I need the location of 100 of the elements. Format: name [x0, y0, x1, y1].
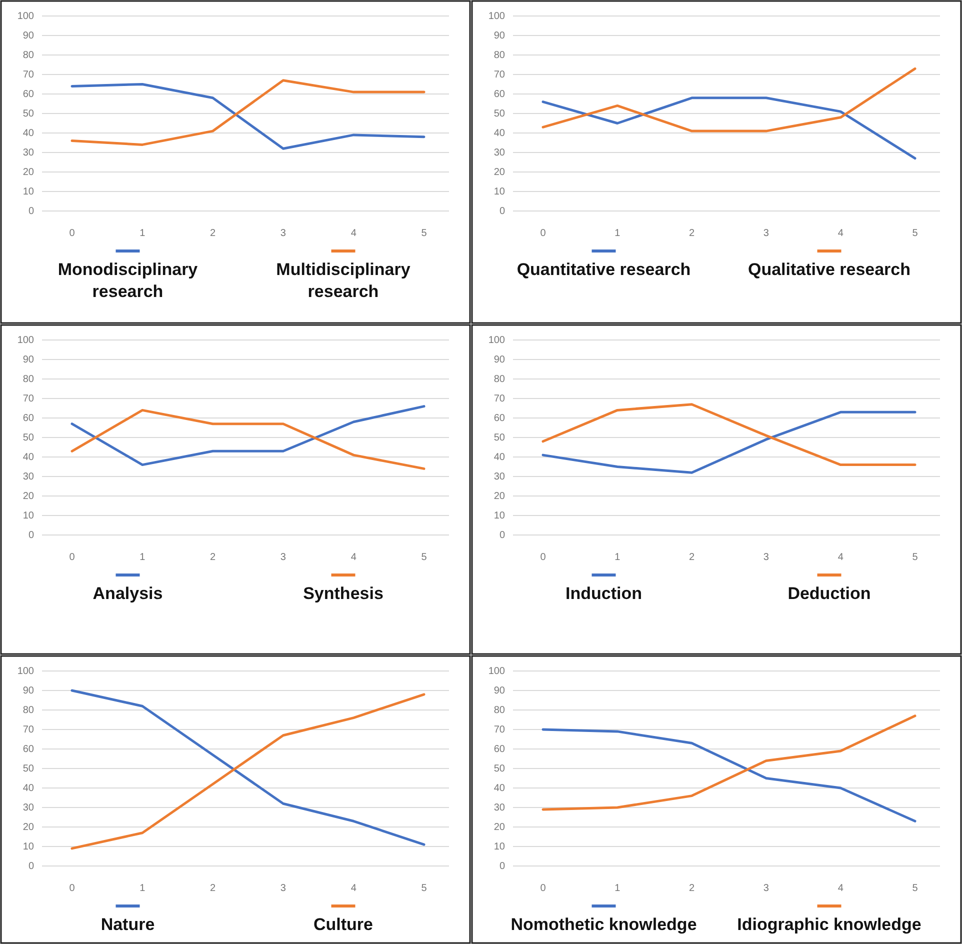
y-tick-label: 80 [22, 374, 34, 386]
x-tick-label: 3 [280, 228, 286, 240]
x-tick-label: 0 [540, 552, 546, 564]
y-tick-label: 90 [494, 30, 506, 42]
x-tick-label: 5 [421, 552, 428, 564]
x-tick-label: 2 [210, 228, 216, 240]
x-tick-label: 0 [69, 883, 76, 894]
y-tick-label: 80 [494, 374, 506, 386]
line-series [542, 67, 916, 132]
y-tick-label: 100 [488, 11, 506, 22]
y-tick-label: 0 [28, 530, 34, 542]
x-tick-label: 5 [912, 883, 918, 894]
y-tick-label: 40 [494, 452, 506, 464]
y-tick-label: 50 [22, 432, 34, 444]
y-tick-label: 10 [494, 510, 506, 522]
x-tick-label: 4 [350, 883, 357, 894]
x-tick-label: 2 [210, 883, 216, 894]
y-tick-label: 30 [494, 472, 506, 483]
y-tick-label: 50 [22, 108, 34, 120]
y-tick-label: 20 [22, 822, 34, 834]
x-tick-label: 0 [69, 552, 76, 564]
y-tick-label: 50 [494, 432, 506, 444]
y-tick-label: 10 [22, 186, 34, 198]
y-tick-label: 90 [22, 30, 34, 42]
x-tick-label: 5 [421, 883, 428, 894]
x-tick-label: 0 [540, 883, 546, 894]
x-tick-label: 3 [763, 552, 770, 564]
x-tick-label: 5 [912, 552, 918, 564]
x-tick-label: 4 [838, 228, 844, 240]
y-tick-label: 20 [22, 167, 34, 178]
y-tick-label: 0 [28, 861, 34, 872]
x-tick-label: 5 [912, 228, 918, 240]
y-tick-label: 0 [499, 861, 506, 872]
x-tick-label: 1 [614, 228, 621, 240]
legend-label: Qualitative research [748, 260, 911, 279]
y-tick-label: 80 [494, 705, 506, 716]
y-tick-label: 10 [494, 186, 506, 198]
y-tick-label: 60 [22, 744, 34, 756]
y-tick-label: 40 [22, 128, 34, 140]
x-tick-label: 2 [689, 228, 696, 240]
x-tick-label: 0 [69, 228, 76, 240]
line-series [542, 96, 916, 160]
y-tick-label: 80 [22, 705, 34, 716]
legend-label: Culture [314, 915, 373, 934]
x-tick-label: 5 [421, 228, 428, 240]
x-tick-label: 2 [689, 552, 696, 564]
y-tick-label: 40 [22, 452, 34, 464]
y-tick-label: 20 [494, 491, 506, 502]
legend-label: Multidisciplinary research [276, 260, 411, 301]
legend-label: Analysis [92, 584, 163, 603]
x-tick-label: 1 [140, 552, 146, 564]
y-tick-label: 30 [22, 472, 34, 483]
legend-label: Synthesis [303, 584, 384, 603]
y-tick-label: 60 [22, 89, 34, 100]
y-tick-label: 60 [22, 413, 34, 424]
legend-label: Induction [566, 584, 642, 603]
legend-label: Idiographic knowledge [737, 915, 922, 934]
legend-label: Quantitative research [516, 260, 691, 279]
x-tick-label: 3 [280, 552, 286, 564]
y-tick-label: 60 [494, 413, 506, 424]
x-tick-label: 3 [763, 883, 770, 894]
x-tick-label: 3 [763, 228, 770, 240]
y-tick-label: 70 [22, 70, 34, 81]
y-tick-label: 50 [494, 764, 506, 775]
y-tick-label: 30 [494, 802, 506, 814]
y-tick-label: 20 [494, 822, 506, 834]
y-tick-label: 100 [488, 335, 506, 346]
x-tick-label: 3 [280, 883, 286, 894]
y-tick-label: 70 [494, 70, 506, 81]
y-tick-label: 90 [22, 354, 34, 366]
y-tick-label: 60 [494, 744, 506, 756]
legend-label: Nomothetic knowledge [510, 915, 697, 934]
legend-label: Monodisciplinary research [58, 260, 198, 301]
x-tick-label: 4 [838, 552, 844, 564]
x-tick-label: 4 [350, 552, 357, 564]
y-tick-label: 60 [494, 89, 506, 100]
x-tick-label: 1 [614, 552, 621, 564]
y-tick-label: 0 [499, 206, 506, 218]
y-tick-label: 30 [494, 148, 506, 159]
y-tick-label: 70 [22, 724, 34, 736]
y-tick-label: 50 [494, 108, 506, 120]
y-tick-label: 70 [494, 724, 506, 736]
y-tick-label: 0 [28, 206, 34, 218]
x-tick-label: 1 [140, 883, 146, 894]
y-tick-label: 70 [494, 394, 506, 405]
x-tick-label: 4 [350, 228, 357, 240]
line-series [542, 410, 916, 474]
x-tick-label: 0 [540, 228, 546, 240]
y-tick-label: 100 [17, 11, 34, 22]
y-tick-label: 10 [22, 510, 34, 522]
x-tick-label: 2 [689, 883, 696, 894]
x-tick-label: 4 [838, 883, 844, 894]
y-tick-label: 80 [22, 50, 34, 62]
y-tick-label: 30 [22, 148, 34, 159]
y-tick-label: 50 [22, 764, 34, 775]
legend-label: Deduction [788, 584, 871, 603]
legend-label: Nature [100, 915, 155, 934]
y-tick-label: 40 [22, 783, 34, 794]
y-tick-label: 90 [22, 686, 34, 697]
line-series [542, 714, 916, 811]
